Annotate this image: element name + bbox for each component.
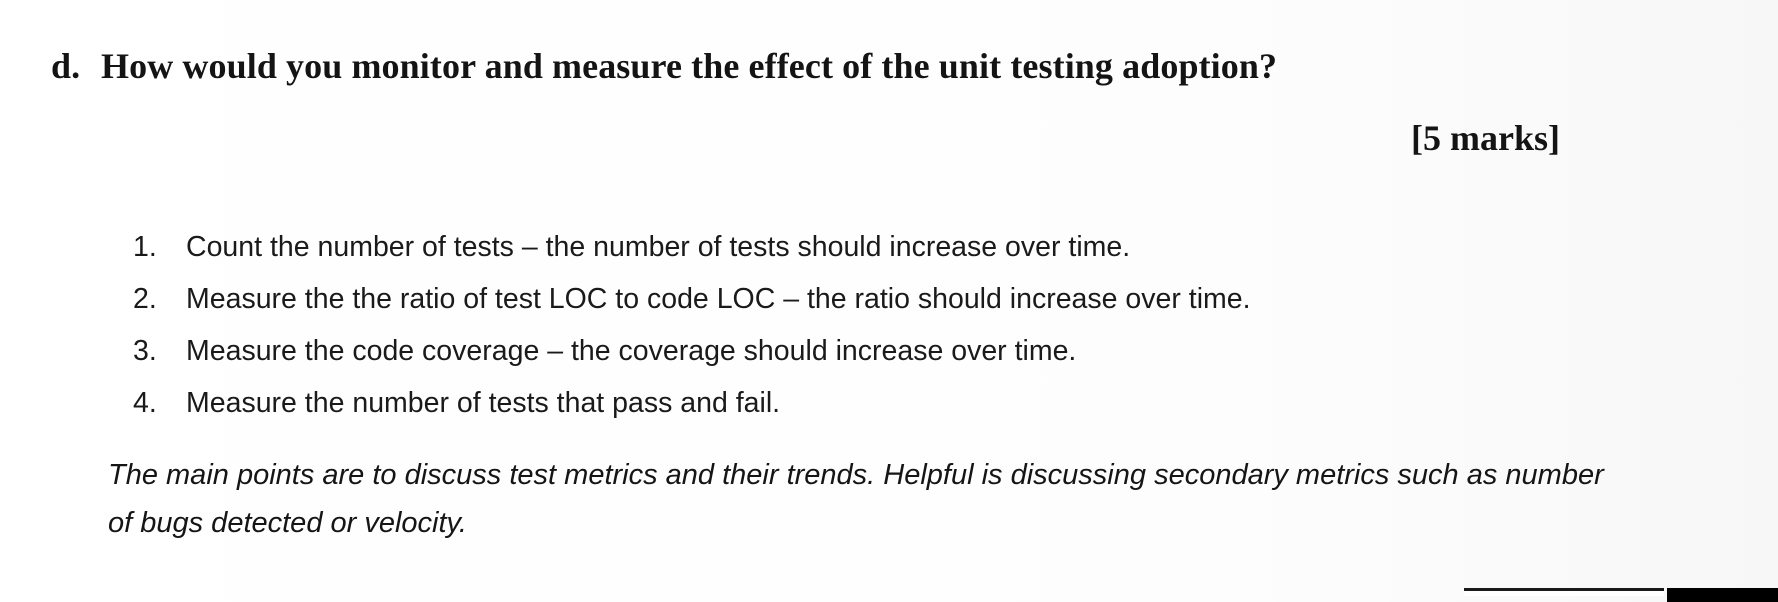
answer-item-2: 2. Measure the the ratio of test LOC to c… xyxy=(133,273,1251,325)
marks-label: [5 marks] xyxy=(1411,118,1560,158)
answer-number: 1. xyxy=(133,231,157,263)
bottom-corner-bar xyxy=(1667,588,1778,602)
question-text: How would you monitor and measure the ef… xyxy=(101,46,1278,86)
bottom-divider xyxy=(1464,588,1664,596)
answer-list: 1. Count the number of tests – the number… xyxy=(133,221,1251,429)
answer-number: 4. xyxy=(133,387,157,419)
answer-item-3: 3. Measure the code coverage – the covera… xyxy=(133,325,1251,377)
marking-note: The main points are to discuss test metr… xyxy=(108,459,1604,539)
answer-text: Measure the number of tests that pass an… xyxy=(186,387,781,419)
answer-number: 3. xyxy=(133,335,157,367)
answer-item-4: 4. Measure the number of tests that pass … xyxy=(133,377,1251,429)
question-letter: d. xyxy=(51,46,81,86)
answer-item-1: 1. Count the number of tests – the number… xyxy=(133,221,1251,273)
answer-number: 2. xyxy=(133,283,157,315)
answer-text: Measure the the ratio of test LOC to cod… xyxy=(186,283,1251,315)
answer-text: Measure the code coverage – the coverage… xyxy=(186,335,1077,367)
answer-text: Count the number of tests – the number o… xyxy=(186,231,1131,263)
question-heading: d. How would you monitor and measure the … xyxy=(51,43,1651,89)
